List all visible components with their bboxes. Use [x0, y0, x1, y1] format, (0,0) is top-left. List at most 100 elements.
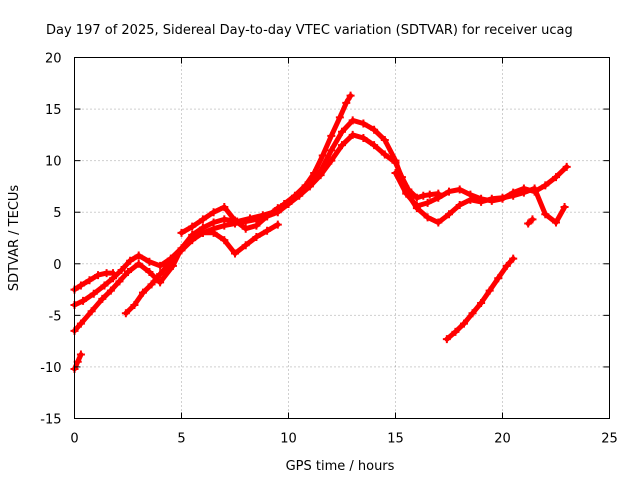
data-point	[145, 268, 154, 277]
data-point	[335, 113, 344, 122]
data-point	[295, 190, 304, 199]
series-track-g	[391, 162, 571, 211]
data-point	[541, 181, 550, 190]
data-point	[530, 187, 539, 196]
plot-frame	[74, 57, 610, 419]
data-point	[126, 256, 135, 265]
data-point	[117, 265, 126, 274]
series-line	[444, 256, 516, 342]
data-series	[70, 91, 571, 373]
x-tick-label: 5	[177, 432, 185, 447]
data-point	[451, 327, 460, 336]
data-point	[327, 146, 336, 155]
x-tick-label: 15	[387, 432, 404, 447]
data-point	[528, 215, 537, 224]
data-point	[552, 173, 560, 182]
data-point	[177, 246, 186, 255]
data-point	[477, 194, 486, 203]
data-point	[79, 296, 88, 305]
data-point	[138, 288, 147, 297]
data-point	[87, 307, 96, 316]
data-point	[156, 278, 165, 287]
data-point	[134, 251, 143, 260]
data-point	[273, 204, 282, 213]
data-point	[252, 232, 261, 241]
series-track-d	[70, 350, 85, 373]
x-tick-label: 25	[601, 432, 618, 447]
data-point	[241, 241, 250, 250]
data-point	[442, 335, 451, 344]
data-point	[434, 193, 443, 202]
data-point	[273, 220, 282, 229]
data-point	[156, 270, 165, 279]
y-tick-label: 15	[45, 103, 62, 118]
series-line	[179, 117, 568, 236]
data-point	[412, 202, 421, 211]
data-point	[109, 269, 118, 278]
data-point	[198, 228, 207, 237]
y-axis-ticks: -15 -10 -5 0 5 10 15 20	[40, 52, 610, 428]
y-tick-label: 5	[53, 206, 61, 221]
x-tick-label: 10	[280, 432, 297, 447]
data-point	[502, 261, 511, 270]
y-tick-label: -10	[40, 361, 61, 376]
data-point	[498, 194, 507, 203]
data-point	[241, 217, 250, 226]
data-point	[519, 184, 528, 193]
data-point	[124, 268, 132, 277]
data-point	[485, 286, 494, 295]
data-point	[100, 281, 109, 290]
data-point	[380, 136, 389, 145]
series-line	[123, 222, 281, 316]
data-point	[156, 261, 165, 270]
data-point	[121, 309, 130, 318]
data-point	[552, 218, 560, 227]
series-track-i	[524, 215, 537, 228]
data-point	[455, 185, 464, 194]
data-point	[487, 196, 496, 205]
data-point	[391, 156, 400, 165]
data-point	[338, 127, 346, 136]
data-point	[445, 187, 453, 196]
x-axis-ticks: 0 5 10 15 20 25	[70, 57, 618, 447]
chart-title: Day 197 of 2025, Sidereal Day-to-day VTE…	[46, 23, 573, 38]
data-point	[209, 228, 218, 237]
data-point	[220, 236, 229, 245]
data-point	[188, 236, 197, 245]
series-track-e	[121, 220, 282, 318]
data-point	[209, 208, 218, 217]
data-point	[338, 141, 346, 150]
data-point	[177, 228, 186, 237]
data-point	[231, 216, 239, 225]
series-track-f	[177, 116, 569, 237]
data-point	[231, 249, 239, 258]
data-point	[284, 198, 293, 207]
x-tick-label: 0	[70, 432, 78, 447]
data-point	[370, 125, 379, 134]
data-point	[220, 203, 229, 212]
data-point	[402, 189, 411, 198]
data-point	[348, 130, 357, 139]
data-point	[541, 210, 550, 219]
grid	[74, 57, 610, 419]
data-point	[445, 210, 453, 219]
data-point	[130, 301, 139, 310]
data-point	[316, 166, 325, 175]
x-tick-label: 20	[494, 432, 511, 447]
data-point	[562, 162, 571, 171]
data-point	[327, 131, 336, 140]
y-tick-label: 20	[45, 52, 62, 67]
data-point	[423, 213, 432, 222]
data-point	[342, 98, 351, 107]
data-point	[263, 212, 272, 221]
data-point	[76, 350, 85, 359]
data-point	[134, 259, 143, 268]
data-point	[459, 319, 468, 328]
data-point	[494, 274, 503, 283]
x-axis-label: GPS time / hours	[286, 459, 395, 474]
data-point	[560, 203, 569, 212]
data-point	[425, 190, 434, 199]
data-point	[241, 224, 250, 233]
data-point	[147, 280, 156, 289]
